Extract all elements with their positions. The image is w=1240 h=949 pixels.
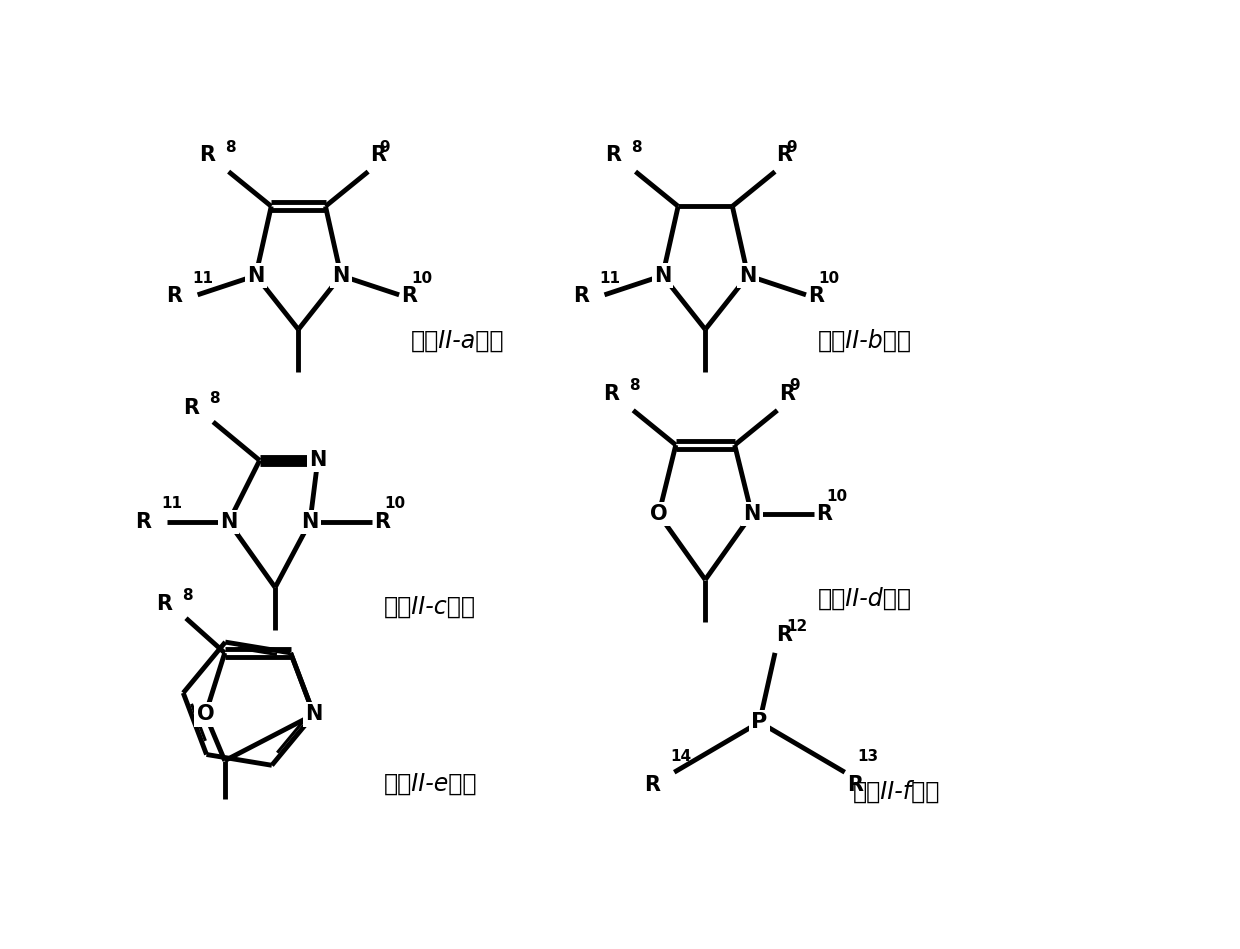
Text: N: N [301, 512, 319, 532]
Text: 8: 8 [182, 587, 192, 603]
Text: 11: 11 [599, 270, 620, 286]
Text: R: R [166, 287, 182, 307]
Text: N: N [305, 704, 322, 724]
Text: N: N [653, 266, 671, 286]
Text: 8: 8 [631, 140, 642, 155]
Text: R: R [816, 504, 832, 524]
Text: 8: 8 [629, 379, 640, 394]
Text: N: N [743, 504, 760, 524]
Text: R: R [184, 398, 200, 418]
Text: 13: 13 [857, 749, 878, 764]
Text: 式（II-a）；: 式（II-a）； [410, 329, 505, 353]
Text: R: R [645, 774, 660, 794]
Text: 14: 14 [671, 749, 692, 764]
Text: N: N [309, 451, 326, 471]
Text: N: N [247, 266, 264, 286]
Text: 12: 12 [786, 620, 808, 634]
Text: 式（II-b）；: 式（II-b）； [817, 329, 911, 353]
Text: 11: 11 [192, 270, 213, 286]
Text: R: R [776, 625, 792, 645]
Text: 式（II-f）；: 式（II-f）； [853, 779, 940, 804]
Text: R: R [847, 774, 863, 794]
Text: R: R [776, 145, 792, 165]
Text: R: R [779, 384, 795, 404]
Text: 10: 10 [412, 270, 433, 286]
Text: 10: 10 [818, 270, 839, 286]
Text: O: O [197, 704, 215, 724]
Text: 式（II-d）；: 式（II-d）； [817, 587, 911, 611]
Text: R: R [198, 145, 215, 165]
Text: 8: 8 [210, 392, 219, 406]
Text: R: R [370, 145, 386, 165]
Text: R: R [135, 512, 151, 532]
Text: 9: 9 [789, 379, 800, 394]
Text: 8: 8 [224, 140, 236, 155]
Text: R: R [603, 384, 619, 404]
Text: O: O [650, 504, 667, 524]
Text: 10: 10 [384, 496, 405, 512]
Text: N: N [739, 266, 756, 286]
Text: R: R [808, 287, 825, 307]
Text: P: P [751, 712, 768, 733]
Text: R: R [573, 287, 589, 307]
Text: 式（II-e）；: 式（II-e）； [383, 772, 477, 796]
Text: R: R [374, 512, 391, 532]
Text: N: N [219, 512, 237, 532]
Text: 10: 10 [826, 489, 847, 504]
Text: R: R [402, 287, 418, 307]
Text: 11: 11 [161, 496, 182, 512]
Text: N: N [332, 266, 350, 286]
Text: R: R [156, 594, 172, 614]
Text: R: R [605, 145, 621, 165]
Text: 式（II-c）；: 式（II-c）； [383, 595, 476, 619]
Text: 9: 9 [379, 140, 391, 155]
Text: 9: 9 [786, 140, 797, 155]
